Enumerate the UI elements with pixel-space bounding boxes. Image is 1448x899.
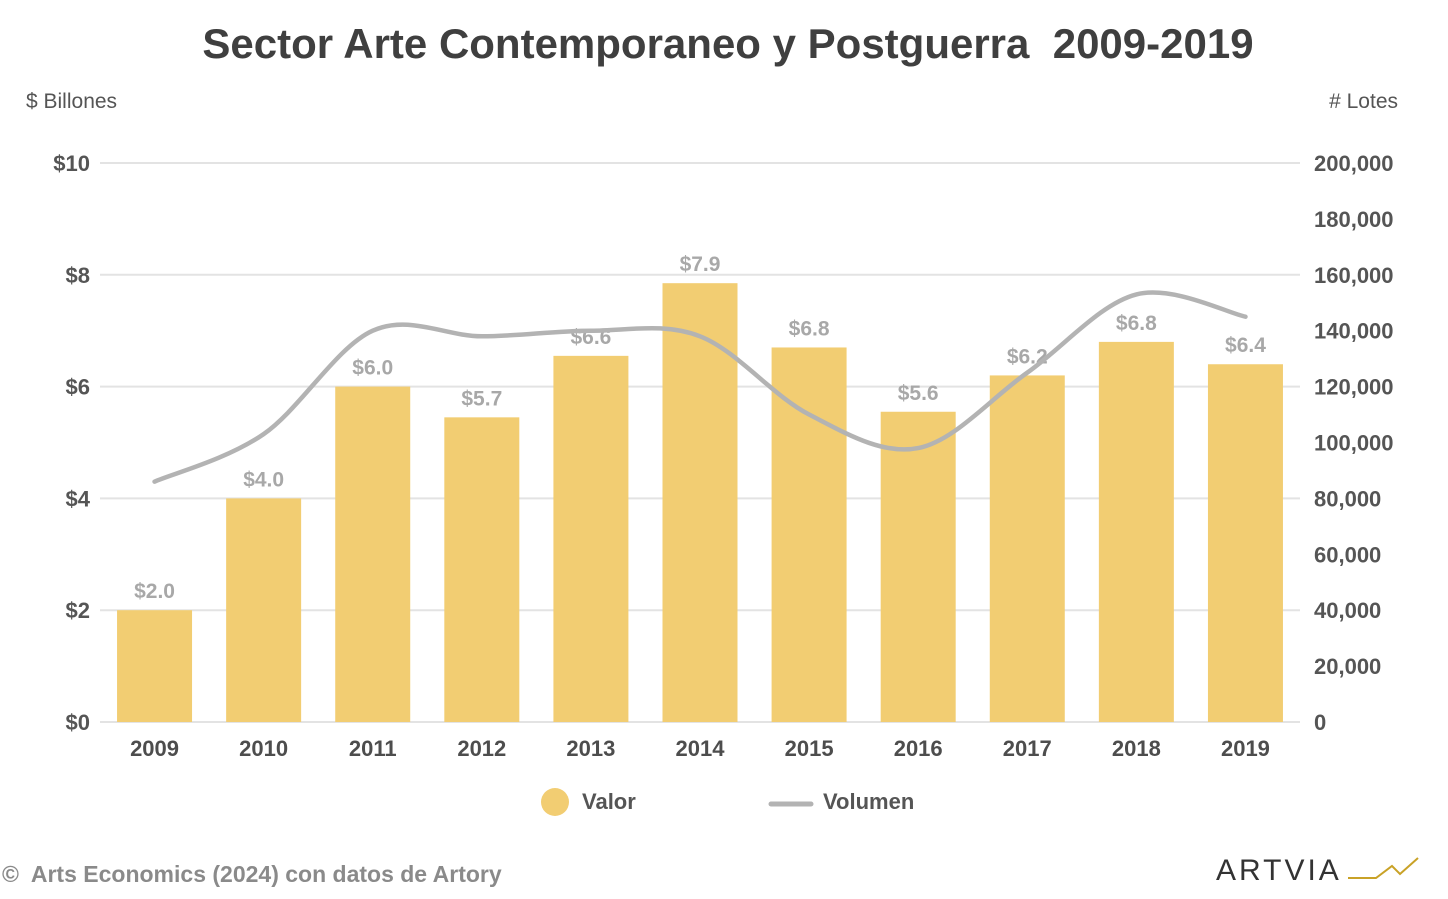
y-tick-left: $0 <box>66 710 90 735</box>
y-axis-left-title: $ Billones <box>26 90 117 113</box>
data-label-2009: $2.0 <box>134 580 175 603</box>
x-tick-2016: 2016 <box>894 736 943 761</box>
x-tick-2017: 2017 <box>1003 736 1052 761</box>
y-tick-right: 100,000 <box>1314 431 1394 456</box>
y-tick-right: 80,000 <box>1314 486 1381 511</box>
y-tick-left: $8 <box>66 263 90 288</box>
bar-2014 <box>662 283 738 722</box>
bar-series-valor <box>117 283 1283 722</box>
data-label-2019: $6.4 <box>1225 334 1266 357</box>
bar-2012 <box>444 417 520 722</box>
x-axis-ticks: 2009 2010 2011 2012 2013 2014 2015 2016 2017 2018… <box>130 736 1270 761</box>
x-tick-2013: 2013 <box>566 736 615 761</box>
legend-label-volumen: Volumen <box>823 789 914 814</box>
data-label-2018: $6.8 <box>1116 312 1157 335</box>
bar-2019 <box>1207 364 1283 722</box>
bar-2010 <box>226 498 302 722</box>
legend-swatch-valor <box>541 788 569 816</box>
y-axis-right-title: # Lotes <box>1329 90 1398 113</box>
bar-data-labels: $2.0$4.0$6.0$5.7$6.6$7.9$6.8$5.6$6.2$6.8… <box>134 253 1266 603</box>
logo-wordmark: ARTVIA <box>1216 854 1342 887</box>
x-tick-2014: 2014 <box>676 736 726 761</box>
bar-2009 <box>117 610 193 722</box>
y-tick-left: $4 <box>66 486 91 511</box>
y-tick-left: $6 <box>66 375 90 400</box>
logo-chart-mark-icon <box>1348 857 1419 879</box>
y-tick-right: 140,000 <box>1314 319 1394 344</box>
data-label-2017: $6.2 <box>1007 345 1048 368</box>
y-tick-right: 60,000 <box>1314 542 1381 567</box>
bar-2015 <box>771 347 847 722</box>
line-series-volumen <box>152 290 1248 484</box>
x-tick-2012: 2012 <box>457 736 506 761</box>
y-tick-right: 120,000 <box>1314 375 1394 400</box>
data-label-2016: $5.6 <box>898 382 939 405</box>
y-axis-left-ticks: $0 $2 $4 $6 $8 $10 <box>53 151 90 735</box>
y-tick-right: 40,000 <box>1314 598 1381 623</box>
artvia-logo: ARTVIA <box>1216 854 1419 887</box>
y-tick-right: 180,000 <box>1314 207 1394 232</box>
data-label-2011: $6.0 <box>352 357 393 380</box>
data-label-2012: $5.7 <box>461 387 502 410</box>
y-axis-right-ticks: 0 20,000 40,000 60,000 80,000 100,000 120,000 1… <box>1314 151 1394 735</box>
y-tick-right: 20,000 <box>1314 654 1381 679</box>
bar-2018 <box>1098 341 1174 722</box>
x-tick-2019: 2019 <box>1221 736 1270 761</box>
y-tick-right: 160,000 <box>1314 263 1394 288</box>
legend-label-valor: Valor <box>582 789 636 814</box>
data-label-2010: $4.0 <box>243 468 284 491</box>
y-tick-left: $2 <box>66 598 90 623</box>
bar-2013 <box>553 355 629 722</box>
x-tick-2018: 2018 <box>1112 736 1161 761</box>
bar-2017 <box>989 375 1065 722</box>
x-tick-2010: 2010 <box>239 736 288 761</box>
y-tick-right: 0 <box>1314 710 1326 735</box>
data-label-2015: $6.8 <box>789 317 830 340</box>
x-tick-2011: 2011 <box>349 736 397 761</box>
chart-title: Sector Arte Contemporaneo y Postguerra 2… <box>202 20 1253 67</box>
legend: Valor Volumen <box>541 788 914 816</box>
data-label-2014: $7.9 <box>680 253 721 276</box>
source-note: © Arts Economics (2024) con datos de Art… <box>2 861 502 887</box>
y-tick-left: $10 <box>53 151 90 176</box>
bar-2016 <box>880 411 956 722</box>
x-tick-2015: 2015 <box>785 736 834 761</box>
x-tick-2009: 2009 <box>130 736 179 761</box>
bar-2011 <box>335 386 411 722</box>
y-tick-right: 200,000 <box>1314 151 1394 176</box>
